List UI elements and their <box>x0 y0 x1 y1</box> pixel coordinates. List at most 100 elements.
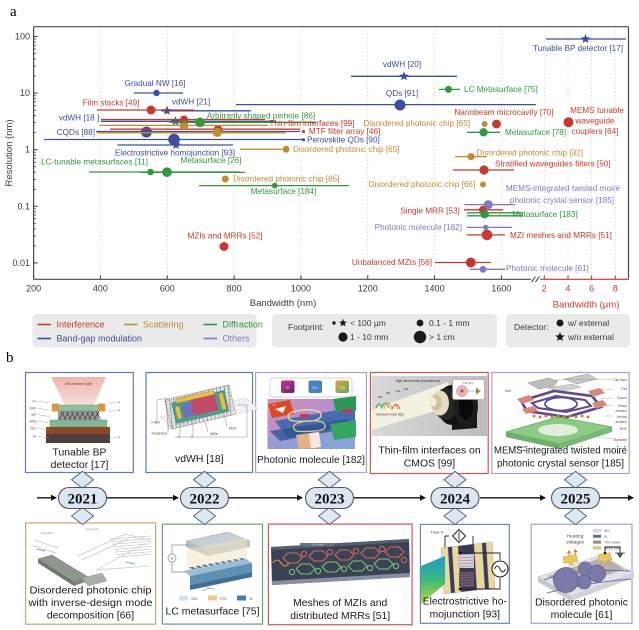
svg-text:Meshes of MZIs and: Meshes of MZIs and <box>293 598 387 609</box>
svg-text:vdWH [21]: vdWH [21] <box>172 98 210 107</box>
svg-text:Disordered photonic chip [32]: Disordered photonic chip [32] <box>477 148 584 157</box>
svg-text:voltages: voltages <box>566 540 584 546</box>
svg-text:V: V <box>118 409 121 413</box>
svg-text:MOE: MOE <box>620 427 627 431</box>
svg-text:MZIs and MRRs [52]: MZIs and MRRs [52] <box>187 232 262 241</box>
svg-text:0.01: 0.01 <box>12 258 30 268</box>
svg-text:1 - 10 mm: 1 - 10 mm <box>350 332 388 342</box>
svg-text:actuator: actuator <box>615 409 627 413</box>
svg-text:LC metasurface [75]: LC metasurface [75] <box>166 607 260 618</box>
svg-text:Electrode: Electrode <box>513 445 527 449</box>
svg-text:x: x <box>279 408 281 412</box>
svg-text:h-BN: h-BN <box>152 421 161 425</box>
svg-text:SiO: SiO <box>312 385 319 390</box>
svg-text:SiO: SiO <box>191 596 198 601</box>
svg-text:Heating: Heating <box>567 534 584 540</box>
svg-text:Spacer: Spacer <box>617 396 628 400</box>
svg-text:2025: 2025 <box>561 492 591 508</box>
svg-text:Others: Others <box>223 334 251 344</box>
svg-text:MEMS-integrated twisted moiré: MEMS-integrated twisted moiré <box>494 446 627 457</box>
svg-text:Disordered photonic chip: Disordered photonic chip <box>30 586 152 597</box>
svg-text:Disordered photonic: Disordered photonic <box>535 598 628 609</box>
svg-text:Graphene: Graphene <box>152 432 168 436</box>
svg-text:TiN: TiN <box>339 385 345 390</box>
svg-text:waveguide: waveguide <box>40 531 54 535</box>
svg-text:100: 100 <box>15 32 30 42</box>
svg-text:molecule [61]: molecule [61] <box>551 610 613 621</box>
svg-text:1: 1 <box>25 145 30 155</box>
svg-text:Detector:: Detector: <box>514 322 549 332</box>
svg-text:Cap layer: Cap layer <box>613 378 628 382</box>
svg-text:Metasurface [183]: Metasurface [183] <box>512 210 578 219</box>
svg-text:ITO: ITO <box>220 596 227 601</box>
svg-text:waveguide: waveguide <box>85 527 99 531</box>
svg-text:vdWH [20]: vdWH [20] <box>383 60 421 69</box>
svg-text:Tunable BP detector [17]: Tunable BP detector [17] <box>533 44 623 53</box>
svg-text:6: 6 <box>589 284 594 294</box>
svg-text:Thin-film: Thin-film <box>463 381 474 385</box>
svg-text:Bandwidth (µm): Bandwidth (µm) <box>553 300 620 311</box>
svg-text:waveguide: waveguide <box>574 117 615 126</box>
svg-text:> 1 cm: > 1 cm <box>429 332 455 342</box>
svg-text:SiO: SiO <box>604 529 610 533</box>
svg-text:V: V <box>118 401 121 405</box>
svg-text:Unknown input light: Unknown input light <box>376 413 404 417</box>
svg-text:Single MRR [53]: Single MRR [53] <box>400 206 460 215</box>
svg-text:MZI mesh: MZI mesh <box>312 543 324 547</box>
svg-text:2024: 2024 <box>440 492 471 508</box>
svg-text:Gr: Gr <box>32 400 37 404</box>
svg-text:Photonic molecule [182]: Photonic molecule [182] <box>375 223 462 232</box>
svg-text:2022: 2022 <box>190 492 220 508</box>
svg-text:Pad: Pad <box>621 387 627 391</box>
svg-text:400: 400 <box>93 284 108 294</box>
svg-text:2021: 2021 <box>68 492 98 508</box>
svg-text:CQDs [88]: CQDs [88] <box>57 128 95 137</box>
svg-text:Photonic molecule [182]: Photonic molecule [182] <box>257 455 365 466</box>
svg-text:SiO: SiO <box>30 427 36 431</box>
svg-text:Substrate: Substrate <box>613 438 627 442</box>
svg-text:photonic crystal sensor [185]: photonic crystal sensor [185] <box>510 196 614 205</box>
svg-text:Si: Si <box>249 596 253 601</box>
svg-text:2: 2 <box>542 284 547 294</box>
svg-text:Tunable BP: Tunable BP <box>53 448 107 459</box>
svg-text:Mxx: Mxx <box>505 389 511 393</box>
svg-text:TiN heater: TiN heater <box>604 541 621 545</box>
svg-text:b: b <box>6 350 14 366</box>
svg-text:1000: 1000 <box>291 284 311 294</box>
svg-text:Disordered photonic chip [65]: Disordered photonic chip [65] <box>364 119 471 128</box>
svg-text:mojunction [93]: mojunction [93] <box>430 610 501 621</box>
svg-text:LC Metasurface [75]: LC Metasurface [75] <box>464 85 538 94</box>
svg-text:200: 200 <box>26 284 41 294</box>
svg-text:photonic crystal sensor [185]: photonic crystal sensor [185] <box>497 459 624 470</box>
svg-text:Rotary: Rotary <box>618 404 628 408</box>
svg-text:Interference: Interference <box>57 320 105 330</box>
svg-text:QDs [91]: QDs [91] <box>386 89 418 98</box>
svg-text:Mid-infrared light: Mid-infrared light <box>65 382 92 386</box>
svg-text:detector [17]: detector [17] <box>51 460 109 471</box>
svg-text:4: 4 <box>565 284 570 294</box>
svg-text:1200: 1200 <box>358 284 378 294</box>
svg-text:Band-gap modulation: Band-gap modulation <box>57 334 143 344</box>
svg-text:Scattering: Scattering <box>143 320 184 330</box>
svg-text:Disordered photonic chip [65]: Disordered photonic chip [65] <box>233 174 340 183</box>
svg-text:MTF filter array [46]: MTF filter array [46] <box>309 127 380 136</box>
svg-text:Metasurface [78]: Metasurface [78] <box>505 128 566 137</box>
svg-text:Bandwidth (nm): Bandwidth (nm) <box>250 298 317 309</box>
svg-text:Metal pad: Metal pad <box>604 546 620 550</box>
svg-text:600: 600 <box>160 284 175 294</box>
svg-text:Photonic molecule [61]: Photonic molecule [61] <box>506 264 589 273</box>
svg-text:V: V <box>171 556 174 561</box>
svg-text:Disordered photonic chip [65]: Disordered photonic chip [65] <box>293 145 400 154</box>
svg-text:Film stacks [49]: Film stacks [49] <box>83 99 140 108</box>
svg-text:Thin-film interfaces on: Thin-film interfaces on <box>378 446 480 457</box>
svg-text:couplers [64]: couplers [64] <box>572 127 619 136</box>
svg-text:MZI meshes and MRRs [51]: MZI meshes and MRRs [51] <box>510 231 612 240</box>
svg-text:Arbitrarily shaped pinhole [86: Arbitrarily shaped pinhole [86] <box>207 111 315 120</box>
svg-text:Footprint:: Footprint: <box>288 322 324 332</box>
svg-text:z: z <box>273 402 275 407</box>
svg-text:MoS: MoS <box>229 427 237 431</box>
svg-text:CMOS [99]: CMOS [99] <box>404 459 456 470</box>
svg-text:Metasurface [26]: Metasurface [26] <box>181 156 242 165</box>
svg-text:Metasurface [184]: Metasurface [184] <box>251 187 317 196</box>
svg-text:actuator: actuator <box>615 420 627 424</box>
